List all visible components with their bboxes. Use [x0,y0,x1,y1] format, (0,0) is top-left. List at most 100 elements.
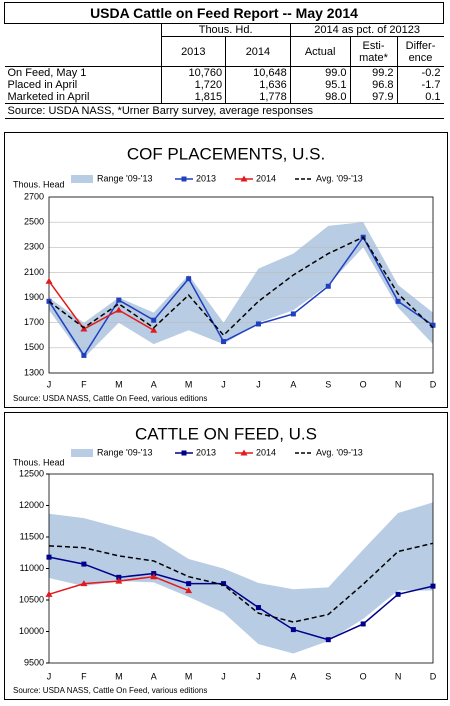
legend-swatch [71,175,93,183]
point [185,587,193,594]
legend-label: Range '09-'13 [97,173,152,183]
table-cell: 10,648 [225,66,291,79]
point [221,581,227,587]
range-band [49,222,433,358]
legend-label: 2014 [256,173,276,183]
x-tick-label: S [325,671,331,681]
table-cell: 1,720 [160,79,226,91]
table-cell: 99.2 [349,66,397,79]
range-band [49,502,433,654]
series-line [48,542,434,623]
table-cell: On Feed, May 1 [7,67,87,79]
point [360,621,366,627]
x-tick-label: D [430,671,437,681]
source: Source: USDA NASS, Cattle On Feed, vario… [13,686,207,695]
legend-label: Range '09-'13 [97,447,152,457]
table-title: USDA Cattle on Feed Report -- May 2014 [4,2,444,24]
point [81,352,87,358]
y-axis-label: Thous. Head [13,179,65,189]
x-tick-label: J [256,671,261,681]
x-tick-label: A [290,671,296,681]
y-tick-label: 12500 [19,468,44,478]
table-row: On Feed, May 1 10,760 10,648 99.0 99.2 -0.2 [5,66,444,79]
point [116,297,122,303]
x-tick-label: J [221,379,226,389]
point [290,311,296,317]
y-tick-label: 1700 [24,317,44,327]
x-tick-label: M [115,379,123,389]
legend-label: 2013 [196,447,216,457]
y-tick-label: 2300 [24,242,44,252]
y-tick-label: 2100 [24,267,44,277]
series-line [48,236,434,337]
table-row: Placed in April 1,720 1,636 95.1 96.8 -1.7 [5,79,444,91]
table-cell: 98.0 [289,91,350,104]
table-cell: 97.9 [349,91,397,104]
series-line [48,280,155,331]
series-line [48,556,434,641]
plot-frame [48,196,434,374]
y-tick-label: 2700 [24,191,44,201]
plot-frame [48,473,434,664]
table-cell: 96.8 [349,79,397,91]
y-tick-label: 9500 [24,657,44,667]
point [81,561,87,567]
table-cell: Marketed in April [7,91,90,103]
legend-label: Avg. '09-'13 [316,447,363,457]
legend-swatch [71,449,93,457]
source: Source: USDA NASS, Cattle On Feed, vario… [13,394,207,403]
x-tick-label: J [47,671,52,681]
point [186,581,192,587]
legend-marker [181,176,187,182]
table-cell: 95.1 [289,79,350,91]
point [46,554,52,560]
x-tick-label: A [290,379,296,389]
y-tick-label: 1500 [24,342,44,352]
point [186,276,192,282]
table-source: Source: USDA NASS, *Urner Barry survey, … [4,103,444,119]
x-tick-label: M [185,671,193,681]
point [115,577,123,584]
point [325,283,331,289]
x-tick-label: O [360,671,367,681]
x-tick-label: N [395,671,402,681]
y-tick-label: 2500 [24,217,44,227]
point [255,605,261,611]
y-tick-label: 12000 [19,500,44,510]
column-header: 2014 [225,36,291,67]
legend-marker [181,450,187,456]
x-tick-label: J [221,671,226,681]
chart: CATTLE ON FEED, U.S Thous. Head Source: US… [4,412,448,700]
point [150,573,158,580]
point [255,321,261,327]
column-header: Esti-mate* [349,36,397,67]
report-table: USDA Cattle on Feed Report -- May 2014 T… [4,2,444,119]
header-group: Thous. Hd. [160,23,291,37]
column-header: Differ-ence [396,36,444,67]
point [46,298,52,304]
table-cell: 1,815 [160,91,226,104]
table-cell: -1.7 [396,79,444,91]
table-cell: 10,760 [160,66,226,79]
table-cell: 1,636 [225,79,291,91]
legend-marker [240,175,248,182]
x-tick-label: S [325,379,331,389]
y-tick-label: 10000 [19,626,44,636]
legend-marker [240,449,248,456]
chart-title: CATTLE ON FEED, U.S [135,424,317,443]
y-tick-label: 1300 [24,367,44,377]
table-cell: -0.2 [396,66,444,79]
x-tick-label: J [256,379,261,389]
point [395,591,401,597]
x-tick-label: J [47,379,52,389]
series-line [48,235,434,357]
x-tick-label: F [81,671,87,681]
legend-label: 2013 [196,173,216,183]
column-header: Actual [289,36,350,67]
x-tick-label: O [360,379,367,389]
y-tick-label: 10500 [19,594,44,604]
x-tick-label: D [430,379,437,389]
table-cell: 99.0 [289,66,350,79]
table-cell: 0.1 [396,91,444,104]
